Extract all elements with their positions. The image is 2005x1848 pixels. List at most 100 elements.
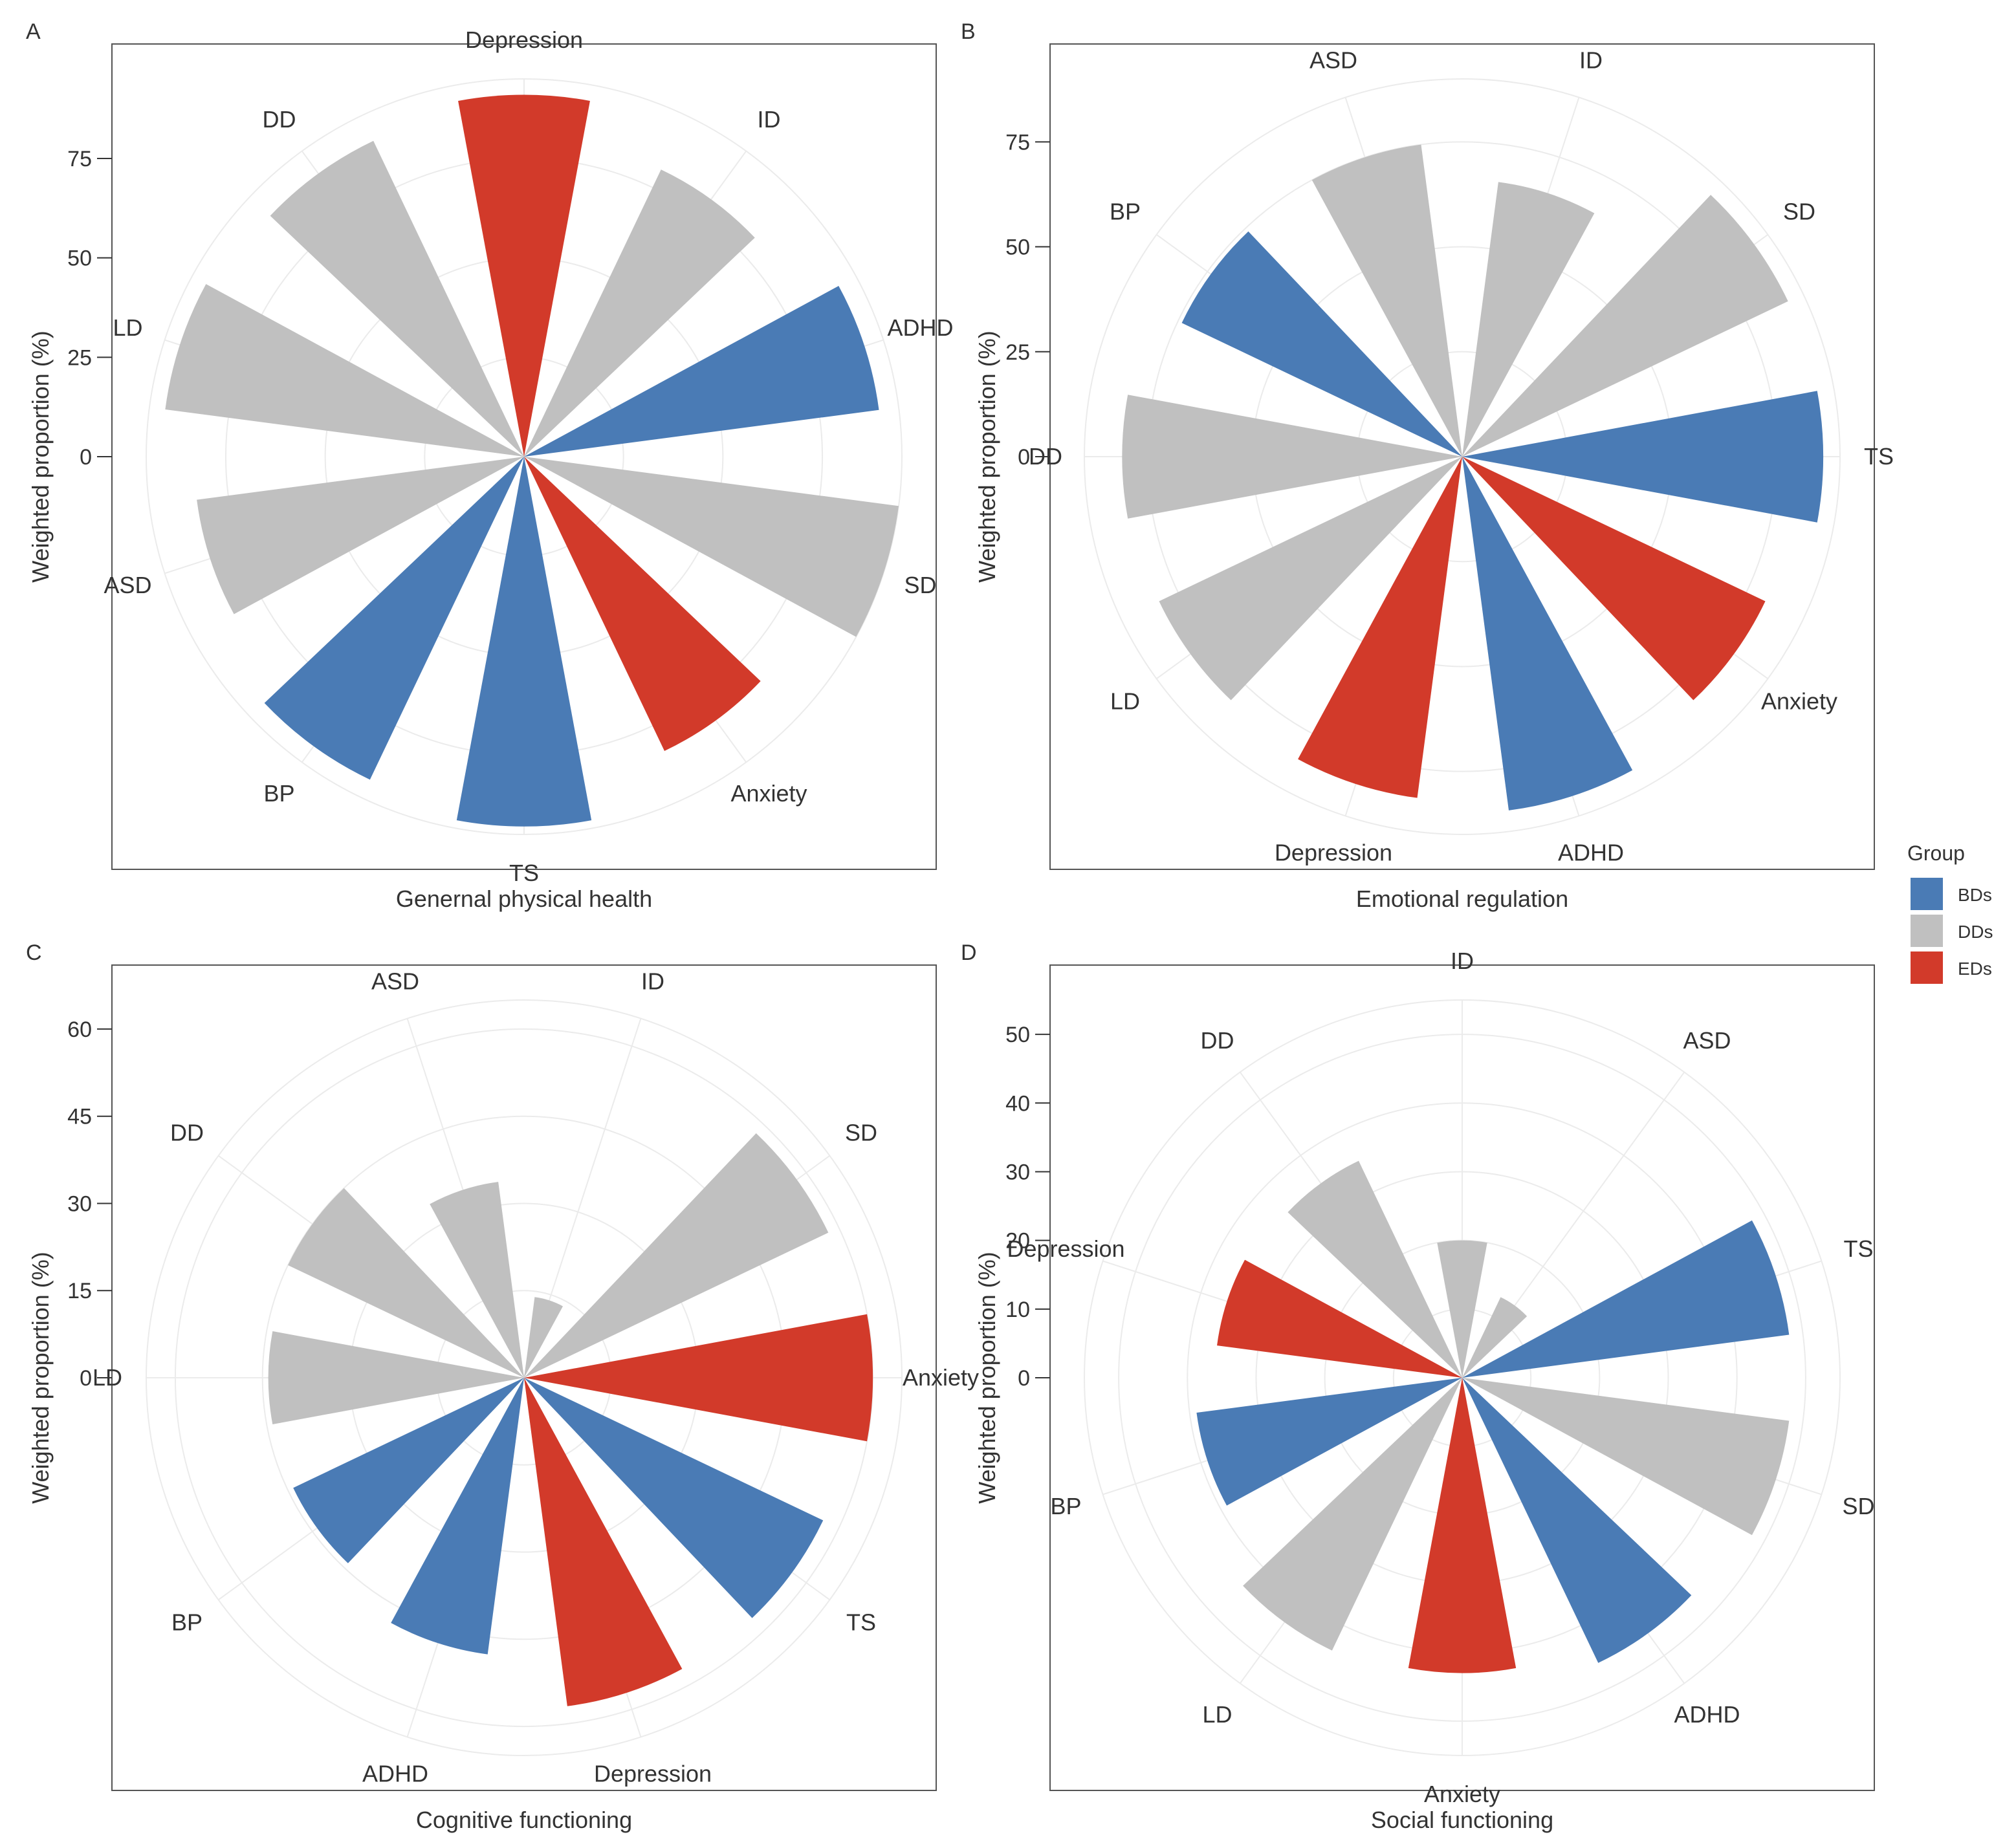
panel-d-tick-label-10: 10 (1005, 1298, 1030, 1322)
panel-d-tick-label-20: 20 (1005, 1229, 1030, 1254)
panel-b-category-label-depression: Depression (1275, 839, 1392, 865)
panel-b-category-label-adhd: ADHD (1558, 839, 1624, 865)
panel-b-category-label-bp: BP (1110, 198, 1141, 224)
panel-b-bar-adhd (1462, 457, 1633, 810)
panel-a-category-label-adhd: ADHD (887, 314, 953, 341)
panel-c-bar-ld (268, 1331, 524, 1425)
panel-d-bar-id (1437, 1240, 1487, 1378)
panel-a-category-label-depression: Depression (465, 27, 583, 53)
legend-label-bds: BDs (1958, 885, 1992, 905)
panel-c-category-label-dd: DD (170, 1119, 204, 1146)
panel-label-d: D (961, 940, 977, 965)
panel-a-bar-ts (456, 457, 592, 827)
panel-a-bar-ld (165, 284, 524, 457)
panel-b-bar-dd (1122, 395, 1462, 519)
panel-c-category-label-adhd: ADHD (362, 1760, 428, 1787)
legend: Group BDs DDs EDs (1907, 842, 1993, 984)
panel-d-bar-ld (1243, 1378, 1462, 1651)
panel-d-bar-asd (1462, 1297, 1528, 1378)
panel-d-category-label-depression: Depression (1007, 1235, 1124, 1262)
panel-d-bar-ts (1462, 1220, 1790, 1378)
panel-c-bar-ts (524, 1378, 824, 1618)
panel-d-category-label-ld: LD (1202, 1701, 1232, 1728)
panel-b-bar-depression (1298, 457, 1462, 798)
panel-d-bar-adhd (1462, 1378, 1692, 1663)
panel-d-category-label-sd: SD (1842, 1493, 1874, 1519)
panel-b-tick-label-0: 0 (1018, 445, 1030, 470)
panel-d-bar-depression (1217, 1259, 1462, 1378)
panel-a-category-label-sd: SD (904, 572, 936, 598)
panel-c-tick-label-30: 30 (67, 1191, 92, 1216)
panel-d-y-axis-label: Weighted proportion (%) (974, 1252, 1000, 1504)
panel-b-category-label-sd: SD (1783, 198, 1815, 224)
panel-d-bar-dd (1287, 1160, 1462, 1378)
panel-a-tick-label-0: 0 (80, 445, 92, 470)
panel-d-title: Social functioning (1371, 1807, 1553, 1833)
panel-b-bar-anxiety (1462, 457, 1766, 701)
panel-c-bar-id (524, 1297, 564, 1378)
legend-swatch-bds (1911, 878, 1943, 910)
panel-d-category-label-anxiety: Anxiety (1424, 1781, 1500, 1807)
panel-c-title: Cognitive functioning (416, 1807, 632, 1833)
panel-b-title: Emotional regulation (1356, 886, 1568, 912)
panel-c-category-label-depression: Depression (594, 1760, 712, 1787)
panel-d-bar-bp (1196, 1378, 1462, 1506)
panel-b-bar-asd (1311, 144, 1462, 457)
panel-b-bar-ld (1159, 457, 1462, 701)
panel-d-category-label-dd: DD (1200, 1027, 1234, 1054)
panel-a-bar-bp (264, 457, 524, 780)
panel-a-bar-sd (524, 457, 899, 637)
panel-a-bar-id (524, 169, 755, 457)
panel-b: B Weighted proportion (%) Emotional regu… (961, 19, 1894, 912)
legend-swatch-dds (1911, 915, 1943, 947)
panel-c-category-label-sd: SD (845, 1119, 877, 1146)
panel-d-tick-label-0: 0 (1018, 1366, 1030, 1391)
panel-label-a: A (26, 19, 41, 44)
panel-b-category-label-asd: ASD (1309, 47, 1357, 74)
panel-c-category-label-asd: ASD (371, 968, 419, 995)
legend-title: Group (1907, 842, 1965, 865)
panel-d-tick-label-50: 50 (1005, 1023, 1030, 1047)
panel-a-category-label-ld: LD (113, 314, 143, 341)
panel-c-category-label-bp: BP (171, 1609, 203, 1636)
panel-c-tick-label-60: 60 (67, 1017, 92, 1042)
panel-a-tick-label-25: 25 (67, 345, 92, 370)
panel-label-c: C (26, 940, 42, 965)
panel-b-bar-ts (1462, 391, 1824, 523)
panel-c-category-label-anxiety: Anxiety (903, 1364, 979, 1391)
panel-a-category-label-anxiety: Anxiety (731, 780, 807, 807)
panel-c-bar-dd (288, 1188, 524, 1378)
panel-c-bar-depression (524, 1378, 683, 1706)
panel-d-bar-sd (1462, 1378, 1790, 1536)
panel-d-bar-anxiety (1408, 1378, 1517, 1673)
panel-c-bar-asd (430, 1182, 524, 1378)
panel-a-category-label-asd: ASD (104, 572, 152, 598)
panel-a-bar-depression (458, 94, 590, 457)
panel-b-y-axis-label: Weighted proportion (%) (974, 331, 1000, 583)
panel-a-category-label-bp: BP (263, 780, 294, 807)
panel-a-bar-asd (197, 457, 524, 614)
legend-label-eds: EDs (1958, 959, 1992, 979)
panel-d: D Weighted proportion (%) Social functio… (961, 940, 1875, 1833)
panel-b-tick-label-25: 25 (1005, 340, 1030, 365)
panel-a-category-label-id: ID (758, 106, 781, 133)
panel-b-tick-label-75: 75 (1005, 130, 1030, 155)
panel-label-b: B (961, 19, 976, 44)
panel-c-y-axis-label: Weighted proportion (%) (27, 1252, 54, 1504)
panel-b-tick-label-50: 50 (1005, 235, 1030, 260)
panel-d-category-label-ts: TS (1843, 1235, 1873, 1262)
panel-b-category-label-ld: LD (1110, 688, 1140, 715)
panel-c-bar-anxiety (524, 1314, 873, 1442)
panel-c-tick-label-45: 45 (67, 1105, 92, 1129)
panel-a-y-axis-label: Weighted proportion (%) (27, 331, 54, 583)
panel-b-bar-bp (1181, 231, 1462, 457)
legend-label-dds: DDs (1958, 922, 1993, 942)
panel-d-category-label-adhd: ADHD (1674, 1701, 1740, 1728)
panel-b-bar-sd (1462, 195, 1788, 457)
panel-a-title: Genernal physical health (396, 886, 652, 912)
panel-a-category-label-dd: DD (262, 106, 296, 133)
panel-a-tick-label-75: 75 (67, 147, 92, 171)
panel-c-tick-label-15: 15 (67, 1279, 92, 1303)
panel-c-bar-adhd (391, 1378, 524, 1655)
